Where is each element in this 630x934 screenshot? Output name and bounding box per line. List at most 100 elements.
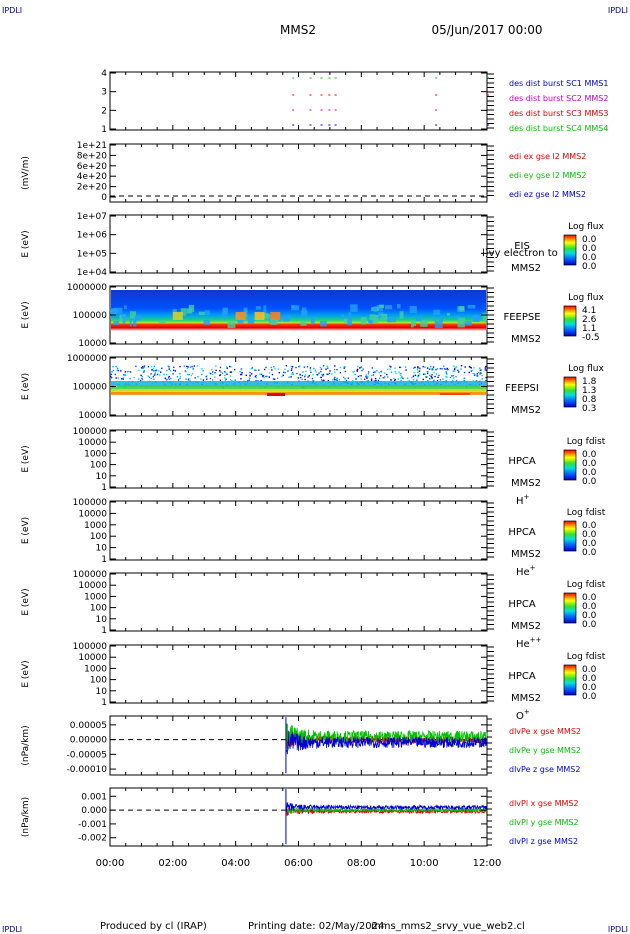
feepsi-speckle bbox=[362, 368, 364, 370]
feepse-patch bbox=[434, 321, 443, 329]
feepsi-speckle bbox=[177, 379, 180, 381]
feepsi-speckle bbox=[318, 372, 320, 374]
feepsi-speckle bbox=[320, 376, 322, 379]
feepsi-speckle bbox=[452, 370, 455, 372]
feepse-patch bbox=[457, 306, 460, 312]
feepsi-speckle bbox=[326, 365, 329, 367]
hpca-o-species-label: O+ bbox=[516, 708, 530, 722]
feepse-patch bbox=[188, 304, 195, 312]
feepsi-speckle bbox=[386, 368, 389, 371]
feepsi-speckle bbox=[192, 368, 194, 370]
feepsi-speckle bbox=[430, 375, 432, 378]
feepse-patch bbox=[457, 320, 465, 328]
datetime-title: 05/Jun/2017 00:00 bbox=[431, 23, 542, 37]
feepsi-speckle bbox=[394, 378, 397, 381]
feepsi-ytick-label: 100000 bbox=[73, 383, 108, 393]
feepsi-speckle bbox=[142, 367, 144, 369]
feepsi-speckle bbox=[389, 368, 391, 370]
feepsi-speckle bbox=[429, 365, 432, 368]
feepsi-speckle bbox=[365, 376, 367, 378]
feepsi-speckle bbox=[427, 380, 429, 382]
feepsi-colorbar bbox=[563, 376, 577, 408]
divpe-ytick-label: -0.00010 bbox=[67, 765, 108, 775]
feepse-patch bbox=[263, 312, 269, 319]
feepsi-speckle bbox=[228, 365, 231, 368]
feepse-patch bbox=[482, 312, 488, 321]
feepsi-speckle bbox=[287, 370, 289, 372]
feepsi-speckle bbox=[468, 365, 471, 368]
feepsi-speckle bbox=[215, 369, 217, 372]
feepsi-speckle bbox=[151, 369, 153, 371]
feepsi-speckle bbox=[453, 368, 456, 371]
feepsi-speckle bbox=[360, 375, 362, 377]
feepsi-speckle bbox=[436, 380, 439, 382]
feepsi-speckle bbox=[370, 374, 373, 377]
feepsi-speckle bbox=[446, 376, 448, 378]
feepsi-speckle bbox=[451, 379, 454, 382]
feepsi-speckle bbox=[445, 371, 447, 374]
feepsi-speckle bbox=[229, 371, 232, 373]
feepsi-speckle bbox=[431, 368, 434, 370]
feepsi-speckle bbox=[169, 370, 172, 372]
feepsi-speckle bbox=[311, 380, 314, 382]
burst-legend-3: des dist burst SC3 MMS3 bbox=[509, 109, 608, 118]
feepsi-speckle bbox=[155, 369, 157, 372]
feepsi-speckle bbox=[357, 365, 359, 368]
feepsi-speckle bbox=[172, 369, 175, 372]
feepsi-speckle bbox=[276, 377, 279, 379]
feepsi-colorbar-tick: 0.8 bbox=[582, 395, 597, 405]
feepsi-speckle bbox=[188, 374, 190, 376]
feepsi-speckle bbox=[473, 374, 476, 377]
feepse-patch bbox=[379, 304, 385, 309]
feepsi-speckle bbox=[374, 377, 377, 380]
feepse-burst-patch bbox=[235, 312, 246, 320]
feepse-patch bbox=[291, 305, 300, 311]
feepsi-speckle bbox=[380, 370, 383, 372]
footer-produced-by: Produced by cl (IRAP) bbox=[100, 921, 207, 932]
feepsi-speckle bbox=[143, 366, 146, 368]
feepsi-speckle bbox=[386, 373, 388, 376]
feepsi-speckle bbox=[424, 373, 426, 375]
feepsi-speckle bbox=[270, 366, 273, 369]
feepsi-speckle bbox=[479, 367, 481, 369]
feepsi-speckle bbox=[320, 370, 322, 373]
feepsi-speckle bbox=[485, 376, 487, 379]
feepsi-speckle bbox=[408, 380, 411, 382]
feepsi-speckle bbox=[249, 375, 251, 377]
feepsi-speckle bbox=[399, 372, 402, 375]
feepsi-speckle bbox=[333, 368, 336, 371]
feepsi-speckle bbox=[147, 375, 150, 377]
feepsi-speckle bbox=[432, 366, 435, 368]
edi-legend-3: edi ez gse l2 MMS2 bbox=[509, 190, 586, 199]
feepsi-speckle bbox=[432, 368, 434, 370]
feepsi-speckle bbox=[257, 380, 259, 382]
hpca-hepp-ytick-label: 1 bbox=[101, 626, 107, 636]
feepsi-speckle bbox=[292, 373, 295, 375]
hpca-hepp-instrument-label: HPCA bbox=[508, 599, 536, 610]
feepsi-speckle bbox=[230, 371, 233, 373]
feepsi-speckle bbox=[301, 374, 304, 377]
feepsi-speckle bbox=[251, 373, 253, 375]
feepsi-speckle bbox=[427, 371, 429, 373]
feepsi-speckle bbox=[284, 368, 286, 371]
feepsi-speckle bbox=[153, 370, 155, 372]
feepsi-speckle bbox=[304, 378, 306, 381]
edi-ytick-label: 8e+20 bbox=[77, 151, 108, 161]
feepsi-speckle bbox=[323, 379, 325, 381]
feepsi-colorbar-title: Log flux bbox=[568, 364, 604, 374]
feepsi-speckle bbox=[124, 373, 126, 376]
feepse-patch bbox=[376, 304, 384, 312]
feepsi-speckle bbox=[470, 370, 473, 372]
feepsi-speckle bbox=[370, 378, 373, 380]
feepsi-speckle bbox=[355, 378, 357, 380]
feepsi-speckle bbox=[240, 378, 242, 380]
feepsi-speckle bbox=[291, 373, 293, 375]
feepsi-speckle bbox=[441, 368, 443, 370]
hpca-hepp-border bbox=[109, 572, 488, 632]
feepsi-speckle bbox=[478, 371, 480, 374]
feepse-patch bbox=[134, 315, 142, 321]
feepsi-speckle bbox=[209, 377, 212, 380]
feepsi-speckle bbox=[468, 371, 470, 374]
